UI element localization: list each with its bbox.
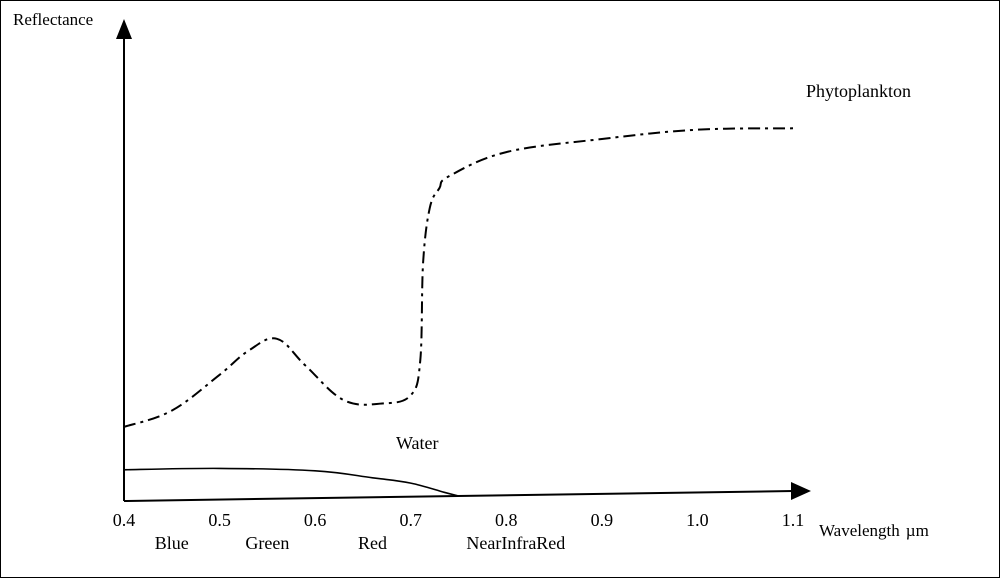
series-line-water	[123, 467, 459, 497]
band-label: NearInfraRed	[466, 533, 565, 553]
x-axis-title-label: Wavelength	[819, 521, 900, 540]
x-axis-arrow-icon	[791, 482, 811, 500]
y-axis-title: Reflectance	[13, 10, 93, 29]
x-tick-labels: 0.4 0.5 0.6 0.7 0.8 0.9 1.0 1.1	[113, 510, 805, 530]
y-axis-arrow-icon	[116, 19, 132, 39]
x-axis-title-unit: µm	[906, 521, 929, 540]
band-label: Red	[358, 533, 387, 553]
x-tick-label: 0.4	[113, 510, 136, 530]
series-label-phytoplankton: Phytoplankton	[806, 81, 911, 101]
x-tick-label: 1.1	[782, 510, 805, 530]
series-label-water: Water	[396, 433, 439, 453]
series-line-phytoplankton	[123, 127, 794, 428]
series-lines	[123, 127, 794, 497]
x-tick-label: 0.9	[591, 510, 614, 530]
series-labels: Phytoplankton Water	[396, 81, 911, 453]
band-label: Blue	[155, 533, 189, 553]
band-labels: Blue Green Red NearInfraRed	[155, 533, 566, 553]
x-tick-label: 0.6	[304, 510, 327, 530]
x-axis-title: Wavelength µm	[819, 521, 929, 540]
x-tick-label: 0.7	[399, 510, 422, 530]
x-tick-label: 1.0	[686, 510, 709, 530]
x-tick-label: 0.5	[208, 510, 231, 530]
x-tick-label: 0.8	[495, 510, 518, 530]
band-label: Green	[245, 533, 289, 553]
